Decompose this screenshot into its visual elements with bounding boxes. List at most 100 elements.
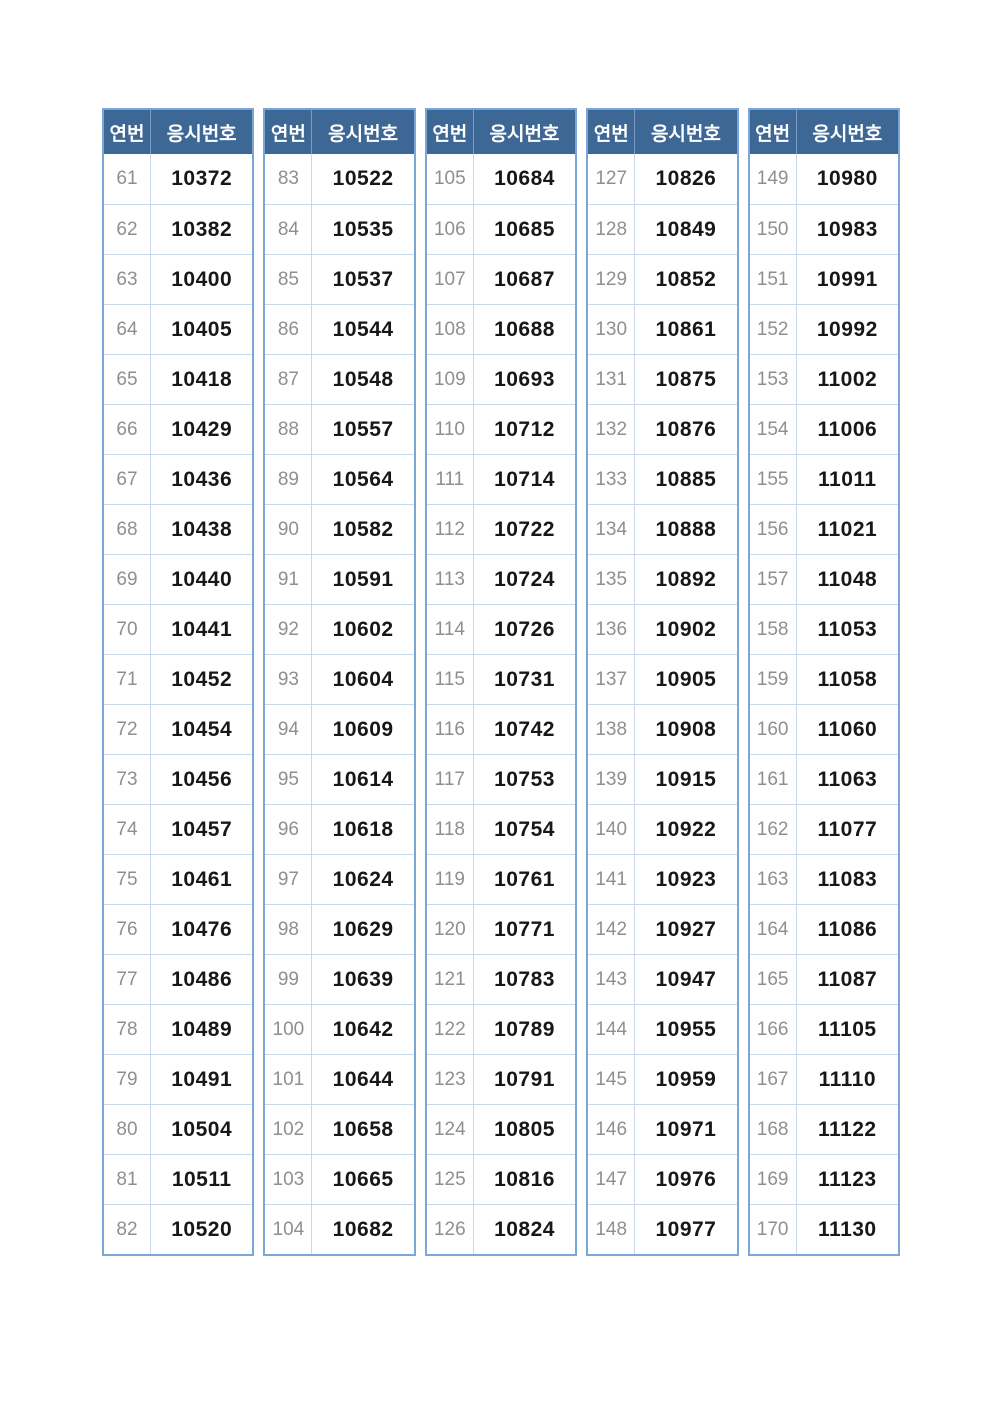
table-row: 88 10557 xyxy=(265,404,414,454)
table-row: 126 10824 xyxy=(426,1204,576,1254)
exam-number-cell: 10454 xyxy=(150,704,253,754)
exam-number-cell: 10714 xyxy=(472,454,576,504)
exam-number-cell: 10382 xyxy=(150,204,253,254)
serial-number-cell: 96 xyxy=(265,804,312,854)
table-row: 74 10457 xyxy=(104,804,253,854)
table-row: 170 11130 xyxy=(749,1204,899,1254)
serial-number-cell: 91 xyxy=(265,554,312,604)
serial-number-cell: 99 xyxy=(265,954,312,1004)
serial-number-cell: 84 xyxy=(265,204,312,254)
exam-number-cell: 10429 xyxy=(150,404,253,454)
table-row: 159 11058 xyxy=(749,654,899,704)
exam-number-cell: 10753 xyxy=(472,754,576,804)
exam-number-table-group: 연번 응시번호 149 10980 150 10983 151 10991 152 10992… xyxy=(747,108,901,1256)
table-row: 136 10902 xyxy=(588,604,737,654)
table-row: 93 10604 xyxy=(265,654,414,704)
exam-number-cell: 10992 xyxy=(795,304,899,354)
serial-number-cell: 75 xyxy=(104,854,150,904)
exam-number-cell: 10624 xyxy=(311,854,414,904)
header-row: 연번 응시번호 xyxy=(265,110,414,154)
exam-number-cell: 10520 xyxy=(150,1204,253,1254)
serial-number-cell: 156 xyxy=(749,504,796,554)
table-row: 114 10726 xyxy=(426,604,576,654)
table-row: 62 10382 xyxy=(104,204,253,254)
exam-number-cell: 10461 xyxy=(150,854,253,904)
table-row: 97 10624 xyxy=(265,854,414,904)
exam-number-cell: 11011 xyxy=(795,454,899,504)
serial-number-cell: 102 xyxy=(265,1104,312,1154)
serial-number-cell: 143 xyxy=(588,954,635,1004)
table-row: 112 10722 xyxy=(426,504,576,554)
exam-number-cell: 10959 xyxy=(634,1054,737,1104)
exam-number-table-group: 연번 응시번호 127 10826 128 10849 129 10852 130 10861… xyxy=(586,108,739,1256)
exam-number-cell: 10665 xyxy=(311,1154,414,1204)
exam-number-cell: 10852 xyxy=(634,254,737,304)
table-row: 105 10684 xyxy=(426,154,576,204)
table-row: 79 10491 xyxy=(104,1054,253,1104)
serial-number-cell: 74 xyxy=(104,804,150,854)
table-row: 113 10724 xyxy=(426,554,576,604)
table-row: 106 10685 xyxy=(426,204,576,254)
table-row: 124 10805 xyxy=(426,1104,576,1154)
exam-number-cell: 10629 xyxy=(311,904,414,954)
serial-number-cell: 79 xyxy=(104,1054,150,1104)
table-row: 130 10861 xyxy=(588,304,737,354)
exam-number-cell: 10644 xyxy=(311,1054,414,1104)
table-row: 151 10991 xyxy=(749,254,899,304)
header-exam-number: 응시번호 xyxy=(795,110,899,154)
serial-number-cell: 147 xyxy=(588,1154,635,1204)
table-row: 61 10372 xyxy=(104,154,253,204)
serial-number-cell: 165 xyxy=(749,954,796,1004)
serial-number-cell: 110 xyxy=(426,404,473,454)
serial-number-cell: 86 xyxy=(265,304,312,354)
serial-number-cell: 109 xyxy=(426,354,473,404)
exam-number-cell: 10602 xyxy=(311,604,414,654)
exam-number-cell: 10489 xyxy=(150,1004,253,1054)
exam-number-cell: 10922 xyxy=(634,804,737,854)
serial-number-cell: 128 xyxy=(588,204,635,254)
serial-number-cell: 77 xyxy=(104,954,150,1004)
exam-number-cell: 10582 xyxy=(311,504,414,554)
table-row: 157 11048 xyxy=(749,554,899,604)
table-row: 141 10923 xyxy=(588,854,737,904)
exam-number-cell: 11130 xyxy=(795,1204,899,1254)
table-row: 102 10658 xyxy=(265,1104,414,1154)
serial-number-cell: 138 xyxy=(588,704,635,754)
exam-number-cell: 11048 xyxy=(795,554,899,604)
serial-number-cell: 82 xyxy=(104,1204,150,1254)
exam-number-cell: 10436 xyxy=(150,454,253,504)
exam-number-cell: 10642 xyxy=(311,1004,414,1054)
header-serial: 연번 xyxy=(588,110,635,154)
exam-number-cell: 10726 xyxy=(472,604,576,654)
exam-number-cell: 10722 xyxy=(472,504,576,554)
serial-number-cell: 169 xyxy=(749,1154,796,1204)
exam-number-cell: 11083 xyxy=(795,854,899,904)
table-row: 111 10714 xyxy=(426,454,576,504)
serial-number-cell: 168 xyxy=(749,1104,796,1154)
serial-number-cell: 72 xyxy=(104,704,150,754)
serial-number-cell: 131 xyxy=(588,354,635,404)
exam-number-cell: 11110 xyxy=(795,1054,899,1104)
table-row: 129 10852 xyxy=(588,254,737,304)
serial-number-cell: 97 xyxy=(265,854,312,904)
serial-number-cell: 66 xyxy=(104,404,150,454)
table-row: 82 10520 xyxy=(104,1204,253,1254)
table-row: 165 11087 xyxy=(749,954,899,1004)
exam-number-cell: 10441 xyxy=(150,604,253,654)
serial-number-cell: 151 xyxy=(749,254,796,304)
table-row: 120 10771 xyxy=(426,904,576,954)
exam-number-cell: 10614 xyxy=(311,754,414,804)
table-row: 72 10454 xyxy=(104,704,253,754)
serial-number-cell: 158 xyxy=(749,604,796,654)
serial-number-cell: 106 xyxy=(426,204,473,254)
exam-number-cell: 10548 xyxy=(311,354,414,404)
table-row: 162 11077 xyxy=(749,804,899,854)
header-serial: 연번 xyxy=(749,110,796,154)
table-row: 75 10461 xyxy=(104,854,253,904)
exam-number-cell: 10522 xyxy=(311,154,414,204)
serial-number-cell: 144 xyxy=(588,1004,635,1054)
serial-number-cell: 62 xyxy=(104,204,150,254)
exam-number-cell: 11060 xyxy=(795,704,899,754)
exam-number-cell: 10977 xyxy=(634,1204,737,1254)
serial-number-cell: 112 xyxy=(426,504,473,554)
